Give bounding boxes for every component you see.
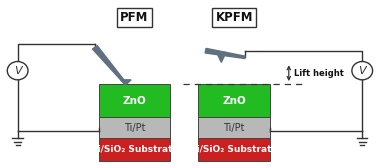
Text: Si/SiO₂ Substrate: Si/SiO₂ Substrate bbox=[191, 145, 278, 154]
Bar bbox=[198, 117, 270, 138]
Bar bbox=[198, 84, 270, 117]
Polygon shape bbox=[121, 80, 131, 85]
Bar bbox=[99, 138, 170, 161]
Bar bbox=[198, 138, 270, 161]
Text: ZnO: ZnO bbox=[122, 96, 146, 106]
Text: V: V bbox=[14, 66, 22, 76]
Bar bbox=[99, 117, 170, 138]
Polygon shape bbox=[93, 46, 127, 85]
Text: Lift height: Lift height bbox=[294, 69, 344, 78]
Circle shape bbox=[352, 61, 373, 80]
Bar bbox=[99, 84, 170, 117]
Polygon shape bbox=[205, 48, 245, 58]
Text: V: V bbox=[358, 66, 366, 76]
Text: Si/SiO₂ Substrate: Si/SiO₂ Substrate bbox=[91, 145, 178, 154]
Text: PFM: PFM bbox=[120, 11, 149, 24]
Polygon shape bbox=[217, 52, 226, 62]
Text: Ti/Pt: Ti/Pt bbox=[124, 123, 145, 133]
Text: ZnO: ZnO bbox=[222, 96, 246, 106]
Text: Ti/Pt: Ti/Pt bbox=[223, 123, 245, 133]
Circle shape bbox=[7, 61, 28, 80]
Text: KPFM: KPFM bbox=[215, 11, 253, 24]
